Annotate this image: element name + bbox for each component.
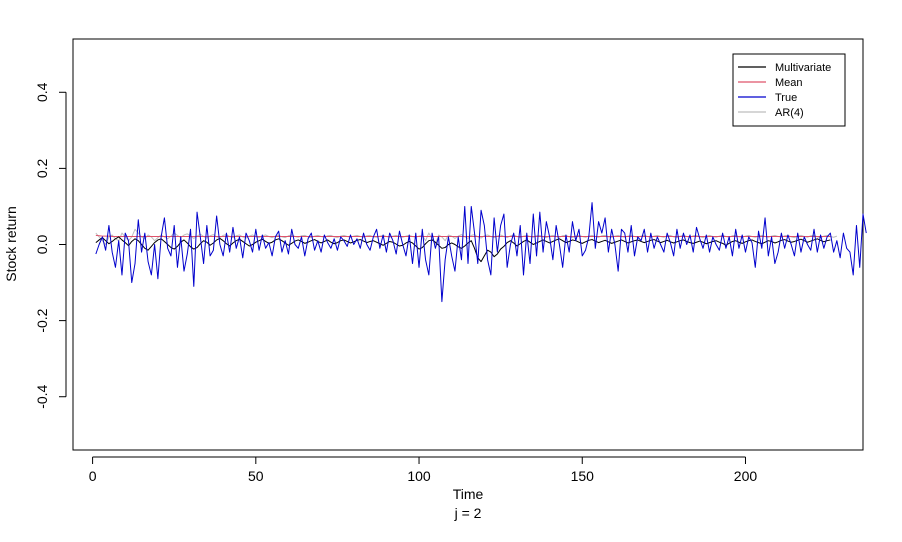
legend-label-true: True xyxy=(775,92,797,104)
x-axis-label: Time xyxy=(453,486,484,502)
x-tick-label: 50 xyxy=(248,468,264,484)
legend-label-mean: Mean xyxy=(775,77,803,89)
series-layer xyxy=(95,202,867,303)
y-tick-label: -0.2 xyxy=(34,308,50,332)
y-tick-label: 0.0 xyxy=(34,235,50,255)
legend: Multivariate Mean True AR(4) xyxy=(732,53,846,127)
y-axis: -0.4 -0.2 0.0 0.2 0.4 xyxy=(34,82,67,409)
legend-label-multivariate: Multivariate xyxy=(775,62,831,74)
plot-frame xyxy=(72,38,864,451)
x-axis: 0 50 100 150 200 xyxy=(89,456,758,484)
y-tick-label: 0.4 xyxy=(34,82,50,102)
x-tick-label: 200 xyxy=(734,468,758,484)
y-tick-label: 0.2 xyxy=(34,158,50,178)
x-tick-label: 100 xyxy=(407,468,431,484)
series-line-true xyxy=(95,202,867,303)
x-tick-label: 150 xyxy=(571,468,595,484)
y-axis-label: Stock return xyxy=(3,206,19,281)
legend-box xyxy=(732,53,846,127)
x-tick-label: 0 xyxy=(89,468,97,484)
chart-subtitle: j = 2 xyxy=(454,505,482,521)
legend-label-ar4: AR(4) xyxy=(775,107,804,119)
y-tick-label: -0.4 xyxy=(34,384,50,408)
